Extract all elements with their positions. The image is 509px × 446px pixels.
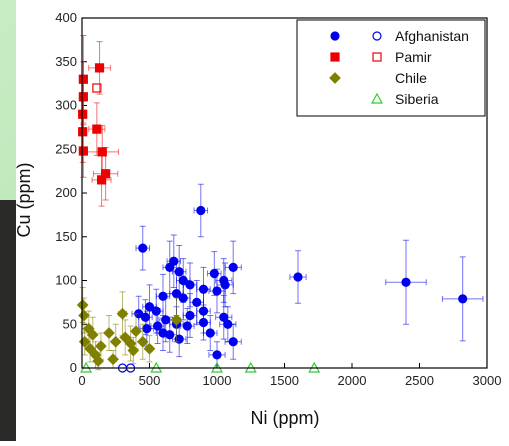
point <box>330 31 340 41</box>
point <box>142 324 152 334</box>
point <box>458 294 468 304</box>
x-tick-label: 0 <box>78 373 85 388</box>
point <box>94 63 105 73</box>
x-tick-label: 500 <box>139 373 161 388</box>
point <box>78 127 88 137</box>
point <box>78 92 88 102</box>
point <box>92 83 102 93</box>
point <box>116 307 129 320</box>
point <box>178 275 188 286</box>
point <box>138 243 148 253</box>
legend-label: Chile <box>395 70 427 86</box>
point <box>223 319 233 329</box>
x-tick-label: 2000 <box>338 373 367 388</box>
plot-area <box>76 35 484 373</box>
point <box>96 175 107 185</box>
point <box>372 52 382 62</box>
point <box>130 325 142 338</box>
plot-frame <box>81 17 488 369</box>
y-tick-label: 250 <box>55 141 77 156</box>
legend-label: Pamir <box>395 49 432 65</box>
point <box>198 306 209 316</box>
point <box>97 147 107 157</box>
point <box>109 335 122 348</box>
x-axis-label: Ni (ppm) <box>250 408 319 428</box>
point <box>153 321 163 331</box>
y-tick-label: 0 <box>70 360 77 375</box>
y-tick-label: 400 <box>55 10 77 25</box>
point <box>401 277 411 287</box>
point <box>92 355 105 367</box>
point <box>196 205 206 216</box>
point <box>185 310 195 321</box>
point <box>103 327 115 339</box>
y-axis-label: Cu (ppm) <box>14 162 34 237</box>
point <box>372 31 382 41</box>
point <box>174 334 184 344</box>
point <box>95 340 107 352</box>
y-tick-label: 300 <box>55 98 77 113</box>
legend-label: Afghanistan <box>395 28 469 44</box>
point <box>205 328 215 338</box>
point <box>192 297 202 307</box>
point <box>119 331 132 344</box>
point <box>78 146 88 156</box>
point <box>182 321 192 331</box>
point <box>170 314 183 326</box>
x-tick-label: 3000 <box>473 373 502 388</box>
x-tick-label: 1500 <box>270 373 299 388</box>
point <box>220 280 230 290</box>
x-tick-label: 1000 <box>203 373 232 388</box>
point <box>84 342 96 355</box>
point <box>140 312 151 322</box>
point <box>76 299 89 311</box>
point <box>107 353 119 366</box>
point <box>136 335 149 348</box>
point <box>293 272 303 282</box>
point <box>165 262 175 272</box>
x-tick-label: 2500 <box>405 373 434 388</box>
y-tick-label: 350 <box>55 54 77 69</box>
point <box>165 330 175 340</box>
y-tick-label: 50 <box>63 316 77 331</box>
legend-label: Siberia <box>395 91 439 107</box>
y-tick-label: 100 <box>55 273 77 288</box>
y-tick-label: 200 <box>55 185 77 200</box>
legend-box <box>296 19 486 117</box>
point <box>212 350 222 360</box>
point <box>212 286 222 296</box>
point <box>228 262 238 272</box>
point <box>330 52 340 62</box>
point <box>143 342 156 355</box>
point <box>329 72 341 84</box>
point <box>92 124 102 134</box>
point <box>151 306 161 316</box>
point <box>370 92 384 104</box>
y-tick-label: 150 <box>55 229 77 244</box>
